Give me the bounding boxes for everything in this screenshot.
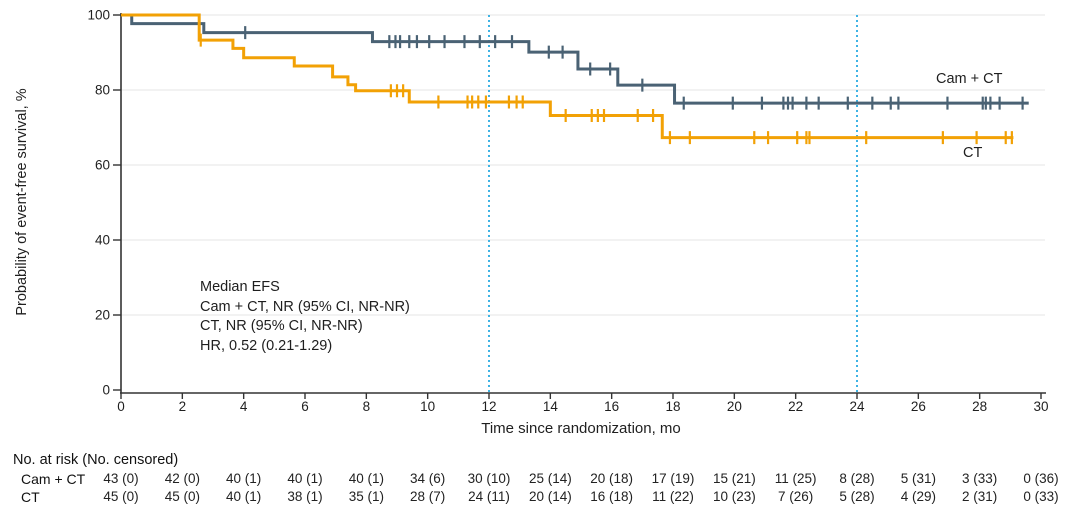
risk-cell: 17 (19) xyxy=(651,471,695,486)
km-curve-ct xyxy=(121,13,1014,140)
x-tick-label: 6 xyxy=(301,399,309,414)
annotation-line-ct: CT, NR (95% CI, NR-NR) xyxy=(200,318,363,334)
risk-cell: 3 (33) xyxy=(962,471,998,486)
risk-cell: 5 (28) xyxy=(839,489,875,504)
y-tick-label: 60 xyxy=(95,158,110,173)
x-tick-label: 12 xyxy=(481,399,496,414)
median-efs-annotation: Median EFS Cam + CT, NR (95% CI, NR-NR) … xyxy=(200,278,410,356)
annotation-line-hr: HR, 0.52 (0.21-1.29) xyxy=(200,337,333,354)
series-label-camct: Cam + CT xyxy=(936,71,1003,87)
x-tick-label: 26 xyxy=(911,399,926,414)
series-label-ct: CT xyxy=(963,145,983,161)
risk-cell: 24 (11) xyxy=(468,489,510,504)
risk-cell: 11 (22) xyxy=(652,489,694,504)
risk-cell: 2 (31) xyxy=(962,489,998,504)
x-tick-label: 4 xyxy=(240,399,248,414)
x-tick-label: 16 xyxy=(604,399,619,414)
y-tick-label: 80 xyxy=(95,83,110,98)
risk-cell: 5 (31) xyxy=(900,471,936,486)
risk-cell: 43 (0) xyxy=(103,471,139,486)
risk-cell: 45 (0) xyxy=(103,489,139,504)
risk-cell: 11 (25) xyxy=(774,471,817,486)
risk-cell: 20 (14) xyxy=(528,489,572,504)
x-tick-label: 30 xyxy=(1033,399,1048,414)
risk-cell: 35 (1) xyxy=(348,489,384,504)
risk-cell: 10 (23) xyxy=(712,489,756,504)
risk-cell: 0 (33) xyxy=(1023,489,1059,504)
risk-cell: 40 (1) xyxy=(226,471,262,486)
risk-cell: 42 (0) xyxy=(164,471,200,486)
km-curve-camct xyxy=(121,13,1029,105)
risk-table-header: No. at risk (No. censored) xyxy=(13,452,179,468)
risk-cell: 8 (28) xyxy=(839,471,875,486)
risk-cell: 40 (1) xyxy=(287,471,323,486)
risk-cell: 4 (29) xyxy=(900,489,936,504)
risk-cell: 15 (21) xyxy=(712,471,756,486)
y-axis-title: Probability of event-free survival, % xyxy=(14,88,30,316)
x-tick-label: 0 xyxy=(117,399,125,414)
x-tick-label: 2 xyxy=(179,399,187,414)
x-tick-label: 24 xyxy=(849,399,865,414)
y-tick-label: 100 xyxy=(87,8,110,23)
risk-cell: 38 (1) xyxy=(287,489,323,504)
risk-cell: 7 (26) xyxy=(778,489,814,504)
risk-cell: 25 (14) xyxy=(528,471,572,486)
x-tick-label: 28 xyxy=(972,399,987,414)
risk-cell: 28 (7) xyxy=(410,489,446,504)
risk-cell: 20 (18) xyxy=(590,471,634,486)
risk-cell: 40 (1) xyxy=(226,489,262,504)
risk-row-label-ct: CT xyxy=(21,489,40,505)
x-tick-label: 14 xyxy=(543,399,559,414)
risk-table: No. at risk (No. censored) Cam + CT CT 4… xyxy=(0,448,1080,519)
x-tick-label: 8 xyxy=(363,399,371,414)
x-tick-label: 18 xyxy=(665,399,680,414)
y-tick-label: 40 xyxy=(95,233,110,248)
risk-cell: 40 (1) xyxy=(348,471,384,486)
risk-cell: 16 (18) xyxy=(590,489,634,504)
risk-cell: 34 (6) xyxy=(410,471,446,486)
risk-cell: 0 (36) xyxy=(1023,471,1059,486)
annotation-line-median: Median EFS xyxy=(200,279,280,295)
risk-row-label-camct: Cam + CT xyxy=(21,471,86,487)
risk-cell: 45 (0) xyxy=(164,489,200,504)
x-tick-label: 22 xyxy=(788,399,803,414)
x-axis-title: Time since randomization, mo xyxy=(481,420,681,437)
y-tick-label: 20 xyxy=(95,308,110,323)
risk-cell: 30 (10) xyxy=(467,471,511,486)
x-tick-label: 20 xyxy=(727,399,742,414)
y-tick-label: 0 xyxy=(102,383,110,398)
x-tick-label: 10 xyxy=(420,399,435,414)
annotation-line-camct: Cam + CT, NR (95% CI, NR-NR) xyxy=(200,298,410,315)
